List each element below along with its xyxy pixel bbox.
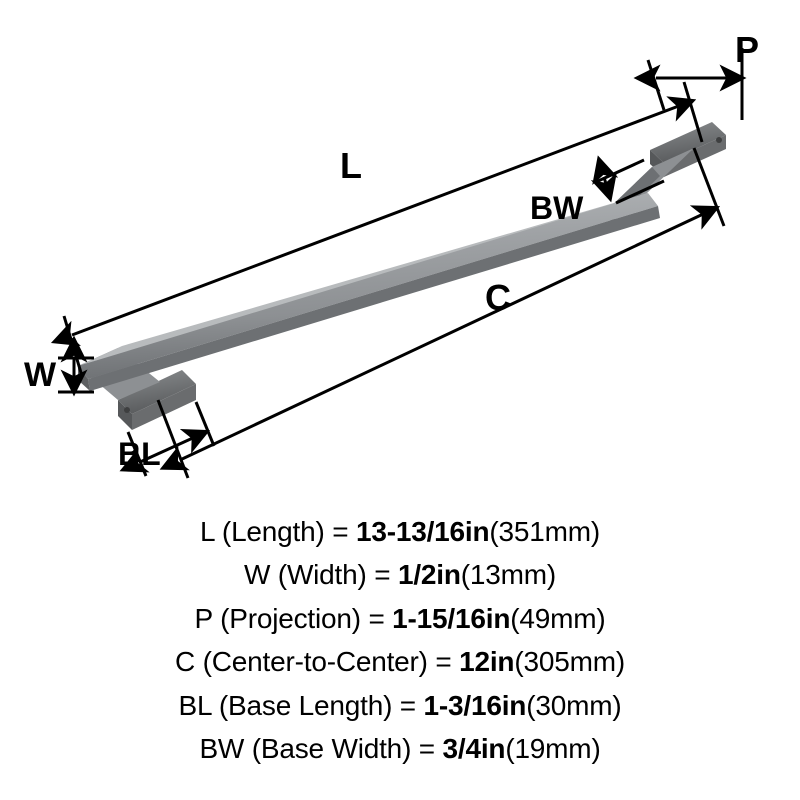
label-L: L bbox=[340, 148, 362, 184]
dimension-diagram bbox=[0, 0, 800, 510]
spec-W: W (Width) = 1/2in(13mm) bbox=[0, 553, 800, 596]
label-C: C bbox=[485, 280, 511, 316]
label-P: P bbox=[735, 32, 759, 68]
spec-BW: BW (Base Width) = 3/4in(19mm) bbox=[0, 727, 800, 770]
label-BW: BW bbox=[530, 192, 583, 224]
spec-list: L (Length) = 13-13/16in(351mm) W (Width)… bbox=[0, 510, 800, 770]
label-W: W bbox=[24, 358, 56, 392]
figure: L C P BW W BL L (Length) = 13-13/16in(35… bbox=[0, 0, 800, 800]
spec-BL: BL (Base Length) = 1-3/16in(30mm) bbox=[0, 684, 800, 727]
spec-P: P (Projection) = 1-15/16in(49mm) bbox=[0, 597, 800, 640]
spec-L: L (Length) = 13-13/16in(351mm) bbox=[0, 510, 800, 553]
spec-C: C (Center-to-Center) = 12in(305mm) bbox=[0, 640, 800, 683]
label-BL: BL bbox=[118, 438, 161, 470]
